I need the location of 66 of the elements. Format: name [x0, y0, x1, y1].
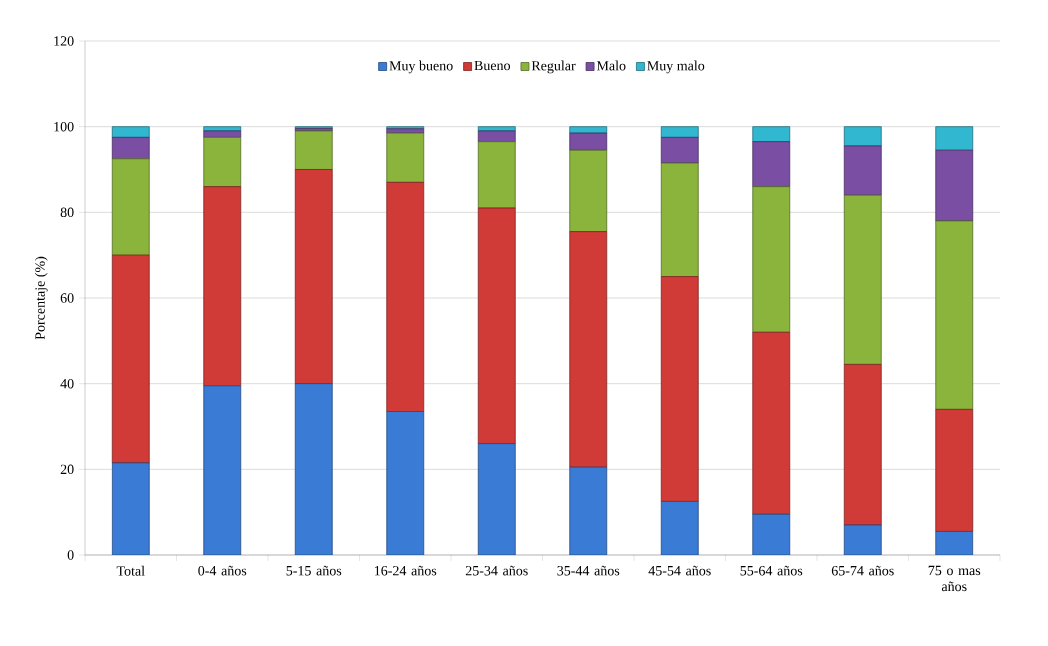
- x-tick-label: 25-34 años: [465, 565, 528, 576]
- bar: [477, 443, 516, 555]
- bar: [752, 186, 791, 333]
- bar: [203, 186, 242, 387]
- x-tick-label: 5-15 años: [286, 565, 342, 576]
- bar: [294, 169, 333, 385]
- legend-label: Regular: [531, 60, 576, 74]
- bar: [752, 126, 791, 143]
- x-tick-label: 16-24 años: [374, 565, 437, 576]
- bar: [111, 462, 150, 555]
- bar: [569, 149, 608, 233]
- bar: [660, 162, 699, 277]
- bar: [569, 231, 608, 468]
- bar: [477, 207, 516, 445]
- bar: [935, 408, 974, 532]
- legend-label: Muy malo: [647, 60, 705, 74]
- bar: [294, 130, 333, 170]
- bar: [660, 126, 699, 138]
- bar: [660, 136, 699, 164]
- bar: [752, 141, 791, 188]
- x-tick-label: 45-54 años: [648, 565, 711, 576]
- bar: [569, 466, 608, 555]
- legend-label: Malo: [596, 60, 626, 71]
- y-tick-label: 40: [60, 378, 74, 389]
- bar: [660, 276, 699, 502]
- y-tick-label: 80: [60, 207, 74, 218]
- bar: [111, 126, 150, 138]
- bar: [843, 363, 882, 526]
- x-tick-label: 55-64 años: [740, 565, 803, 576]
- bar: [569, 132, 608, 151]
- bar: [660, 501, 699, 555]
- y-tick-label: 0: [67, 550, 74, 560]
- y-tick-label: 100: [54, 121, 74, 132]
- bar: [111, 158, 150, 256]
- bar: [843, 145, 882, 196]
- y-tick-label: 120: [54, 36, 74, 46]
- x-tick-label: 0-4 años: [198, 565, 247, 576]
- bar: [752, 331, 791, 515]
- bar: [752, 513, 791, 555]
- bar: [843, 126, 882, 147]
- bar: [386, 181, 425, 412]
- bar: [935, 220, 974, 410]
- bar: [111, 136, 150, 160]
- bar: [935, 531, 974, 555]
- legend-label: Bueno: [474, 60, 511, 71]
- y-tick-label: 60: [60, 293, 74, 303]
- bar: [111, 254, 150, 464]
- x-tick-label: 75 o mas años: [928, 565, 981, 592]
- bar: [843, 194, 882, 365]
- bar: [203, 130, 242, 138]
- bar: [386, 411, 425, 555]
- bar: [935, 149, 974, 222]
- bar: [477, 130, 516, 143]
- bar: [843, 524, 882, 555]
- x-tick-label: Total: [116, 565, 145, 576]
- y-tick-label: 20: [60, 464, 74, 475]
- bar: [386, 132, 425, 183]
- x-tick-label: 35-44 años: [557, 565, 620, 576]
- bar: [935, 126, 974, 151]
- bar: [294, 383, 333, 555]
- bar: [203, 385, 242, 555]
- legend-label: Muy bueno: [389, 60, 453, 74]
- bar: [477, 141, 516, 209]
- bar: [203, 136, 242, 188]
- x-tick-label: 65-74 años: [831, 565, 894, 576]
- y-axis-title: Porcentaje (%): [34, 256, 48, 340]
